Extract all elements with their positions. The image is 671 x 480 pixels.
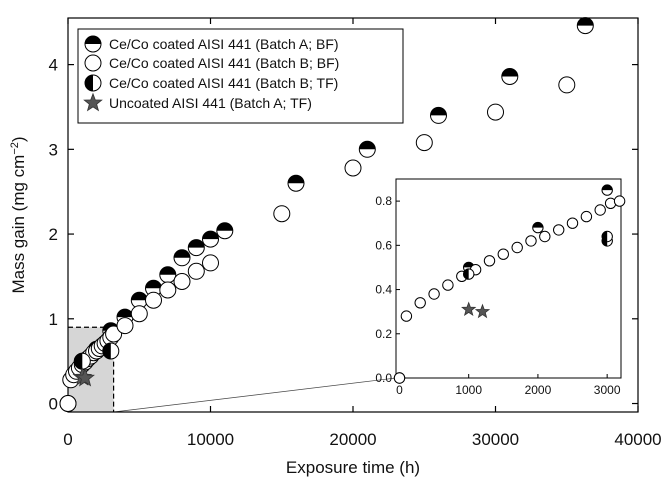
- inset-data-point-series-2: [525, 235, 537, 247]
- data-point-series-1: [202, 230, 219, 248]
- inset-y-axis: 0.0 0.2 0.4 0.6 0.8: [375, 194, 400, 385]
- inset-x-tick-label: 3000: [594, 383, 621, 397]
- x-tick-label: 20000: [329, 430, 376, 449]
- legend-marker-series-4: [83, 92, 103, 112]
- inset-data-point-series-4: [474, 303, 491, 319]
- data-point-series-2: [159, 281, 177, 299]
- data-point-series-2: [130, 305, 148, 323]
- data-point-series-1: [501, 68, 519, 85]
- inset-series-markers: [393, 184, 626, 384]
- inset-plot-frame: [395, 178, 622, 379]
- legend-label-batch-b-tf: Ce/Co coated AISI 441 (Batch B; TF): [109, 75, 338, 91]
- inset-data-point-series-3: [463, 268, 475, 280]
- data-point-series-1: [216, 222, 234, 240]
- data-point-series-1: [159, 266, 177, 284]
- data-point-series-1: [173, 249, 191, 267]
- y-tick-label: 1: [49, 310, 58, 329]
- inset-data-point-series-2: [553, 224, 565, 236]
- inset-data-point-series-3: [601, 230, 613, 243]
- data-point-series-1: [145, 279, 162, 297]
- inset-data-point-series-2: [414, 297, 426, 309]
- data-point-series-2: [105, 325, 123, 343]
- data-point-series-2: [273, 205, 291, 223]
- inset-x-axis: 0 1000 2000 3000: [396, 374, 621, 397]
- y-axis-title: Mass gain (mg cm−2): [9, 136, 28, 293]
- inset-data-point-series-2: [580, 210, 593, 223]
- inset-y-tick-label: 0.8: [375, 194, 392, 208]
- data-point-series-2: [187, 262, 205, 280]
- inset-x-tick-label: 1000: [455, 383, 482, 397]
- inset-data-point-series-1: [532, 221, 544, 234]
- data-point-series-2: [59, 395, 77, 412]
- inset-data-point-series-2: [497, 248, 509, 260]
- inset-data-point-series-2: [613, 195, 626, 207]
- data-point-series-3: [73, 352, 91, 370]
- zoom-connector-line: [113, 377, 397, 413]
- legend-label-uncoated: Uncoated AISI 441 (Batch A; TF): [109, 95, 312, 111]
- inset-y-tick-label: 0.2: [375, 327, 392, 341]
- inset-y-tick-label: 0.0: [375, 371, 392, 385]
- data-point-series-1: [287, 174, 305, 192]
- main-x-axis: 0 10000 20000 30000 40000: [63, 18, 662, 449]
- inset-plot: 0 1000 2000 3000 0.0 0.2 0.4 0.6 0.8: [375, 178, 626, 397]
- data-point-series-2: [415, 134, 433, 152]
- legend-marker-series-3: [84, 74, 102, 92]
- data-point-series-2: [487, 103, 504, 121]
- inset-data-point-series-4: [461, 301, 477, 317]
- inset-data-point-series-2: [566, 217, 579, 229]
- data-point-series-2: [173, 273, 191, 290]
- y-tick-label: 3: [49, 140, 58, 159]
- legend-marker-series-2: [84, 54, 102, 72]
- inset-data-point-series-1: [601, 184, 613, 196]
- legend-label-batch-b-bf: Ce/Co coated AISI 441 (Batch B; BF): [109, 55, 339, 71]
- main-series-markers: [59, 17, 594, 412]
- data-point-series-1: [430, 106, 447, 124]
- data-point-series-2: [558, 76, 576, 94]
- inset-data-point-series-2: [400, 310, 413, 322]
- data-point-series-2: [344, 159, 362, 177]
- x-tick-label: 30000: [472, 430, 519, 449]
- x-tick-label: 40000: [614, 430, 661, 449]
- legend-label-batch-a-bf: Ce/Co coated AISI 441 (Batch A; BF): [109, 36, 339, 52]
- data-point-series-2: [145, 291, 162, 309]
- data-point-series-2: [202, 254, 219, 272]
- data-point-series-4: [75, 367, 95, 387]
- inset-y-tick-label: 0.4: [375, 283, 392, 297]
- data-point-series-1: [187, 239, 205, 257]
- data-point-series-1: [358, 140, 376, 158]
- x-tick-label: 10000: [187, 430, 234, 449]
- legend: Ce/Co coated AISI 441 (Batch A; BF) Ce/C…: [77, 28, 404, 124]
- y-tick-label: 2: [49, 225, 58, 244]
- inset-y-tick-label: 0.6: [375, 238, 392, 252]
- inset-data-point-series-2: [393, 372, 406, 384]
- inset-x-tick-label: 0: [396, 383, 403, 397]
- y-tick-label: 4: [49, 56, 58, 75]
- y-tick-label: 0: [49, 395, 58, 414]
- inset-data-point-series-2: [539, 230, 551, 243]
- inset-data-point-series-2: [594, 204, 606, 216]
- data-point-series-1: [576, 17, 594, 35]
- inset-data-point-series-2: [511, 241, 523, 254]
- data-point-series-2: [116, 317, 134, 335]
- legend-marker-series-1: [84, 35, 102, 53]
- legend-box: [77, 28, 404, 124]
- inset-data-point-series-2: [483, 255, 496, 267]
- inset-x-tick-label: 2000: [525, 383, 552, 397]
- data-point-series-3: [102, 342, 120, 360]
- x-tick-label: 0: [63, 430, 72, 449]
- inset-data-point-series-2: [428, 288, 440, 300]
- x-axis-title: Exposure time (h): [286, 458, 420, 477]
- inset-data-point-series-2: [442, 279, 454, 291]
